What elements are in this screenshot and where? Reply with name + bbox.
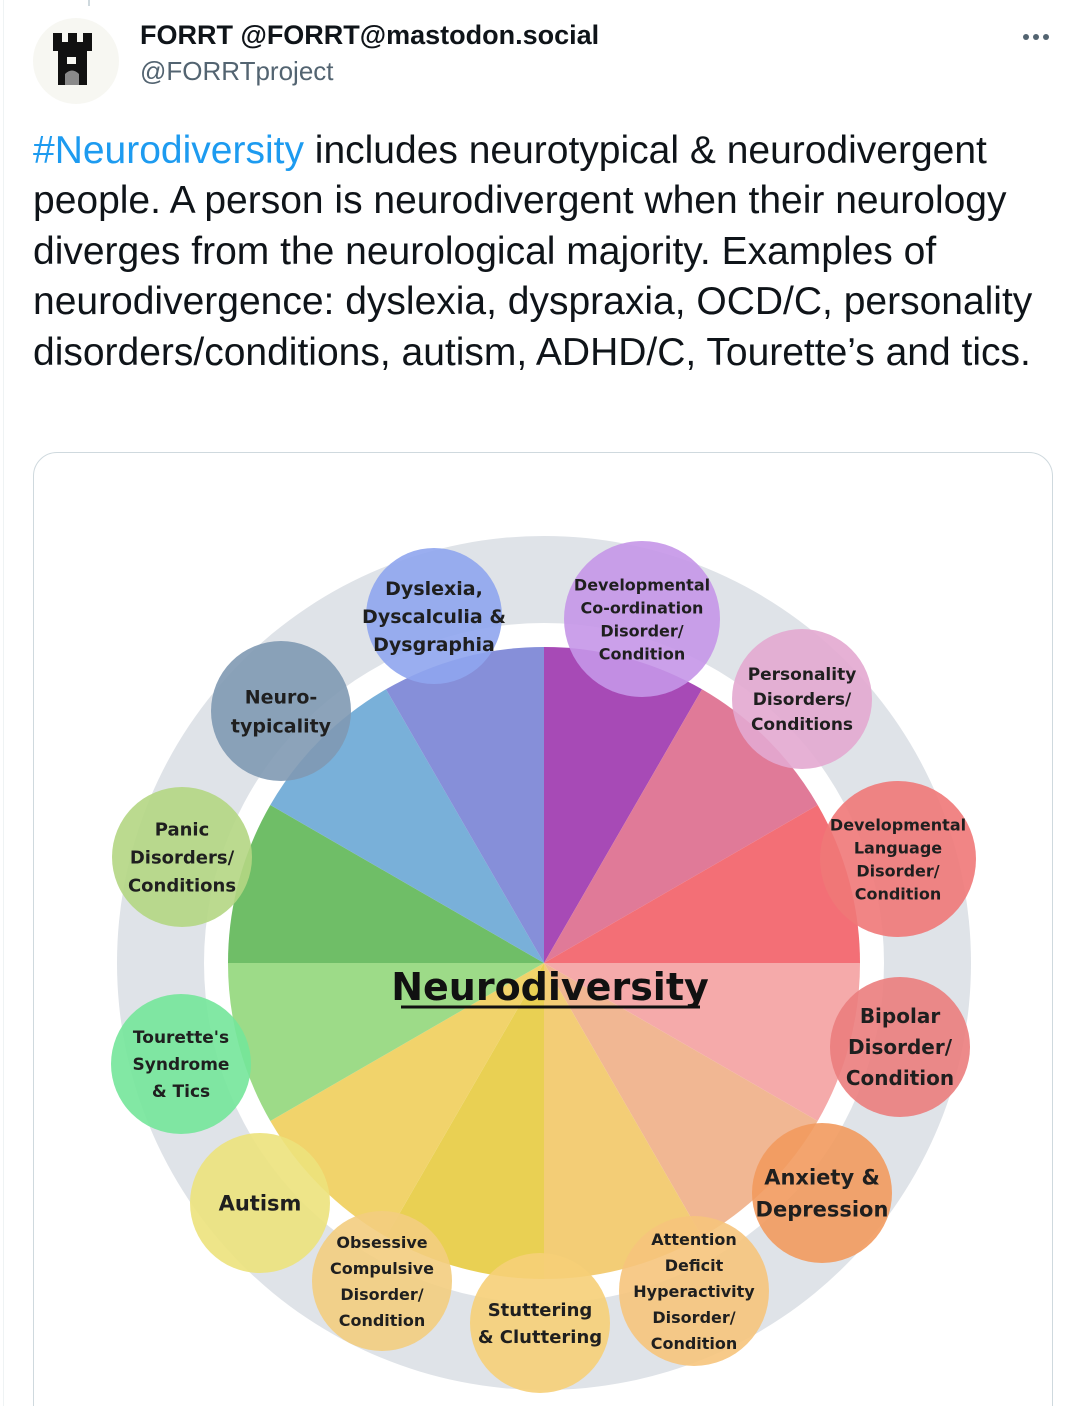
hashtag-link[interactable]: #Neurodiversity	[33, 129, 304, 172]
node-circle-anxiety	[752, 1123, 892, 1263]
node-label-dyslexia: Dyslexia,	[385, 578, 483, 600]
node-circle-stuttering	[470, 1253, 610, 1393]
node-label-panic: Panic	[155, 820, 210, 841]
node-label-personality: Personality	[748, 665, 857, 685]
node-circle-personality	[732, 629, 872, 769]
node-label-adhd: Hyperactivity	[633, 1282, 755, 1301]
node-label-personality: Conditions	[751, 715, 853, 735]
node-circle-tourette	[111, 994, 251, 1134]
wedge-11	[270, 689, 544, 963]
node-label-ocd: Obsessive	[336, 1233, 427, 1252]
node-label-dld: Disorder/	[856, 861, 939, 880]
node-label-dcd: Disorder/	[600, 621, 683, 640]
node-label-adhd: Disorder/	[652, 1308, 735, 1327]
wedge-3	[544, 805, 860, 963]
node-label-dcd: Co-ordination	[581, 598, 704, 617]
node-label-dyslexia: Dyscalculia &	[362, 606, 506, 628]
node-label-anxiety: Anxiety &	[764, 1166, 880, 1190]
node-label-ocd: Disorder/	[340, 1285, 423, 1304]
node-label-ocd: Condition	[339, 1311, 426, 1330]
node-label-autism: Autism	[219, 1192, 302, 1216]
node-label-anxiety: Depression	[756, 1198, 889, 1222]
wedge-4	[544, 963, 860, 1121]
castle-tower-icon	[53, 33, 92, 85]
node-circle-dld	[820, 781, 976, 937]
node-label-stuttering: & Cluttering	[478, 1327, 602, 1348]
wedge-9	[227, 963, 544, 1121]
wedge-5	[544, 963, 818, 1237]
author-display-name[interactable]: FORRT @FORRT@mastodon.social	[140, 20, 600, 50]
node-dld: Developmental Language Disorder/Condition	[820, 781, 976, 937]
wedge-12	[386, 647, 544, 963]
node-label-panic: Disorders/	[130, 848, 235, 869]
tweet-body: includes neurotypical & neurodivergent p…	[33, 129, 1033, 374]
author-block: FORRT @FORRT@mastodon.social @FORRTproje…	[140, 18, 599, 88]
thread-divider	[3, 0, 4, 1406]
node-stuttering: Stuttering & Cluttering	[470, 1253, 610, 1393]
node-circle-dcd	[564, 541, 720, 697]
node-label-dld: Condition	[855, 884, 942, 903]
wedge-6	[544, 963, 702, 1279]
node-label-bipolar: Bipolar	[860, 1004, 941, 1028]
node-label-bipolar: Disorder/	[848, 1035, 953, 1059]
wedge-10	[228, 805, 544, 963]
node-circle-autism	[190, 1133, 330, 1273]
node-label-dcd: Condition	[599, 644, 686, 663]
node-tourette: Tourette's Syndrome & Tics	[111, 994, 251, 1134]
more-dots-icon	[1023, 34, 1049, 40]
wedge-1	[544, 647, 702, 963]
node-label-tourette: Tourette's	[133, 1028, 229, 1048]
node-adhd: Attention Deficit Hyperactivity Disorder/Co…	[619, 1216, 769, 1366]
wheel-wedges	[227, 647, 860, 1279]
wedge-7	[386, 963, 544, 1279]
node-label-dcd: Developmental	[574, 575, 710, 594]
node-label-adhd: Condition	[651, 1334, 738, 1353]
node-personality: Personality Disorders/Conditions	[732, 629, 872, 769]
node-neurotypicality: Neuro-typicality	[211, 641, 351, 781]
thread-connector	[88, 0, 90, 6]
more-options-button[interactable]	[1013, 24, 1059, 50]
tweet-text: #Neurodiversity includes neurotypical & …	[33, 126, 1043, 378]
node-label-dld: Developmental	[830, 815, 966, 834]
node-circle-neurotypicality	[211, 641, 351, 781]
node-label-neurotypicality: Neuro-	[245, 686, 318, 708]
node-ocd: Obsessive Compulsive Disorder/Condition	[312, 1211, 452, 1351]
node-label-tourette: Syndrome	[133, 1055, 230, 1075]
tweet-image[interactable]: Dyslexia, Dyscalculia & Dysgraphia Developm…	[33, 452, 1053, 1406]
diagram-nodes: Dyslexia, Dyscalculia & Dysgraphia Developm…	[111, 541, 976, 1393]
node-label-neurotypicality: typicality	[231, 715, 332, 737]
author-handle[interactable]: @FORRTproject	[140, 56, 334, 86]
node-circle-adhd	[619, 1216, 769, 1366]
node-dyslexia: Dyslexia, Dyscalculia & Dysgraphia	[362, 548, 506, 684]
node-label-adhd: Deficit	[665, 1256, 724, 1275]
node-anxiety: Anxiety & Depression	[752, 1123, 892, 1263]
node-circle-dyslexia	[366, 548, 502, 684]
neurodiversity-diagram: Dyslexia, Dyscalculia & Dysgraphia Developm…	[111, 536, 976, 1393]
node-label-personality: Disorders/	[753, 690, 852, 710]
node-label-adhd: Attention	[651, 1230, 736, 1249]
wedge-8	[270, 963, 544, 1237]
node-label-ocd: Compulsive	[330, 1259, 434, 1278]
diagram-title: Neurodiversity	[391, 965, 709, 1009]
node-label-tourette: & Tics	[152, 1082, 210, 1102]
avatar[interactable]	[33, 18, 119, 104]
node-label-panic: Conditions	[128, 876, 236, 897]
node-autism: Autism	[190, 1133, 330, 1273]
node-dcd: Developmental Co-ordination Disorder/Condi…	[564, 541, 720, 697]
wedge-2	[544, 689, 818, 963]
node-circle-bipolar	[830, 977, 970, 1117]
node-label-dld: Language	[854, 838, 942, 857]
node-bipolar: Bipolar Disorder/Condition	[830, 977, 970, 1117]
node-circle-ocd	[312, 1211, 452, 1351]
node-circle-panic	[112, 787, 252, 927]
node-label-bipolar: Condition	[846, 1066, 954, 1090]
node-label-stuttering: Stuttering	[488, 1300, 593, 1321]
node-label-dyslexia: Dysgraphia	[373, 634, 495, 656]
node-panic: Panic Disorders/Conditions	[112, 787, 252, 927]
